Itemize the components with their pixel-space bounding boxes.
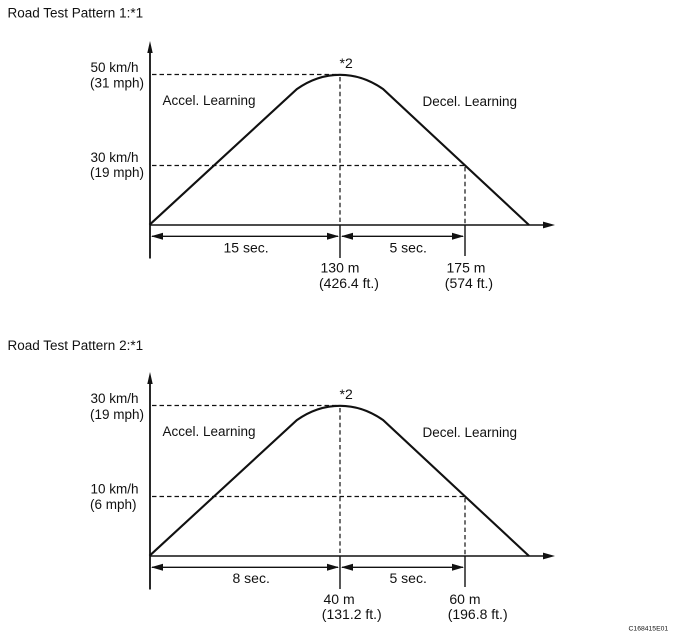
svg-text:10 km/h: 10 km/h — [91, 481, 139, 496]
svg-text:8 sec.: 8 sec. — [233, 570, 270, 586]
svg-text:C168415E01: C168415E01 — [629, 626, 669, 633]
svg-text:Decel. Learning: Decel. Learning — [423, 94, 518, 109]
svg-text:60 m: 60 m — [449, 591, 480, 607]
svg-text:*2: *2 — [340, 386, 353, 402]
svg-text:(6 mph): (6 mph) — [90, 497, 137, 512]
svg-text:Accel. Learning: Accel. Learning — [163, 424, 256, 439]
svg-text:50 km/h: 50 km/h — [91, 60, 139, 75]
svg-text:(19 mph): (19 mph) — [90, 165, 144, 180]
svg-text:(19 mph): (19 mph) — [90, 407, 144, 422]
svg-text:15 sec.: 15 sec. — [224, 240, 269, 256]
svg-text:5 sec.: 5 sec. — [390, 570, 427, 586]
svg-text:*2: *2 — [340, 55, 353, 71]
svg-text:(131.2 ft.): (131.2 ft.) — [322, 606, 382, 622]
svg-text:130 m: 130 m — [321, 260, 360, 276]
svg-text:(31 mph): (31 mph) — [90, 76, 144, 91]
svg-text:(574 ft.): (574 ft.) — [445, 275, 493, 291]
svg-text:40 m: 40 m — [324, 591, 355, 607]
svg-text:(426.4 ft.): (426.4 ft.) — [319, 275, 379, 291]
svg-text:30 km/h: 30 km/h — [91, 150, 139, 165]
svg-text:(196.8 ft.): (196.8 ft.) — [448, 606, 508, 622]
svg-text:Decel. Learning: Decel. Learning — [423, 425, 518, 440]
svg-text:Road Test Pattern 1:*1: Road Test Pattern 1:*1 — [8, 6, 144, 21]
svg-text:Accel. Learning: Accel. Learning — [163, 93, 256, 108]
svg-text:30 km/h: 30 km/h — [91, 391, 139, 406]
svg-text:Road Test Pattern 2:*1: Road Test Pattern 2:*1 — [8, 338, 144, 353]
svg-text:5 sec.: 5 sec. — [390, 240, 427, 256]
svg-text:175 m: 175 m — [447, 260, 486, 276]
